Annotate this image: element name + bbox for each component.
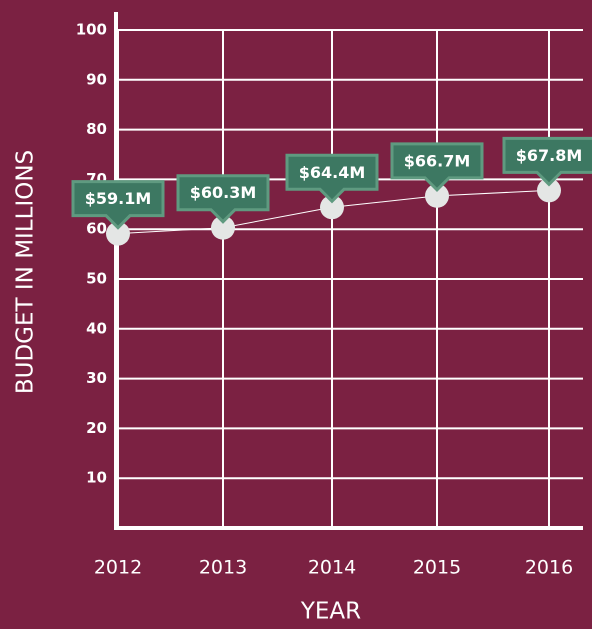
callout-box: [390, 142, 484, 192]
value-label: $59.1M: [85, 189, 152, 208]
x-tick-label: 2013: [199, 557, 247, 579]
callout-box: [176, 174, 270, 224]
y-tick-label: 80: [86, 120, 107, 138]
callout-box: [71, 180, 165, 230]
y-axis-title: BUDGET IN MILLIONS: [13, 150, 39, 394]
callout: $60.3M: [176, 174, 270, 224]
x-tick-label: 2014: [308, 557, 356, 579]
callout: $64.4M: [285, 153, 379, 204]
y-tick-label: 40: [86, 319, 107, 337]
value-label: $67.8M: [516, 146, 583, 165]
value-label: $64.4M: [299, 163, 366, 182]
callout: $59.1M: [71, 180, 165, 230]
callout-box: [285, 153, 379, 204]
point: [320, 195, 344, 220]
y-tick-label: 50: [86, 270, 107, 288]
y-tick-label: 90: [86, 70, 107, 88]
callout: $67.8M: [502, 136, 592, 187]
x-tick-label: 2015: [413, 557, 461, 579]
point: [537, 178, 561, 203]
y-tick-label: 20: [86, 419, 107, 437]
callout-box: [502, 136, 592, 187]
x-tick-label: 2016: [525, 557, 573, 579]
x-axis-title: YEAR: [300, 599, 361, 625]
value-label: $60.3M: [190, 183, 257, 202]
value-label: $66.7M: [404, 151, 471, 170]
y-tick-label: 10: [86, 469, 107, 487]
point: [425, 183, 449, 208]
y-tick-label: 30: [86, 369, 107, 387]
y-tick-label: 100: [76, 21, 107, 39]
y-tick-label: 60: [86, 220, 107, 238]
point: [106, 221, 130, 246]
point: [211, 215, 235, 240]
x-tick-label: 2012: [94, 557, 142, 579]
callout: $66.7M: [390, 142, 484, 192]
